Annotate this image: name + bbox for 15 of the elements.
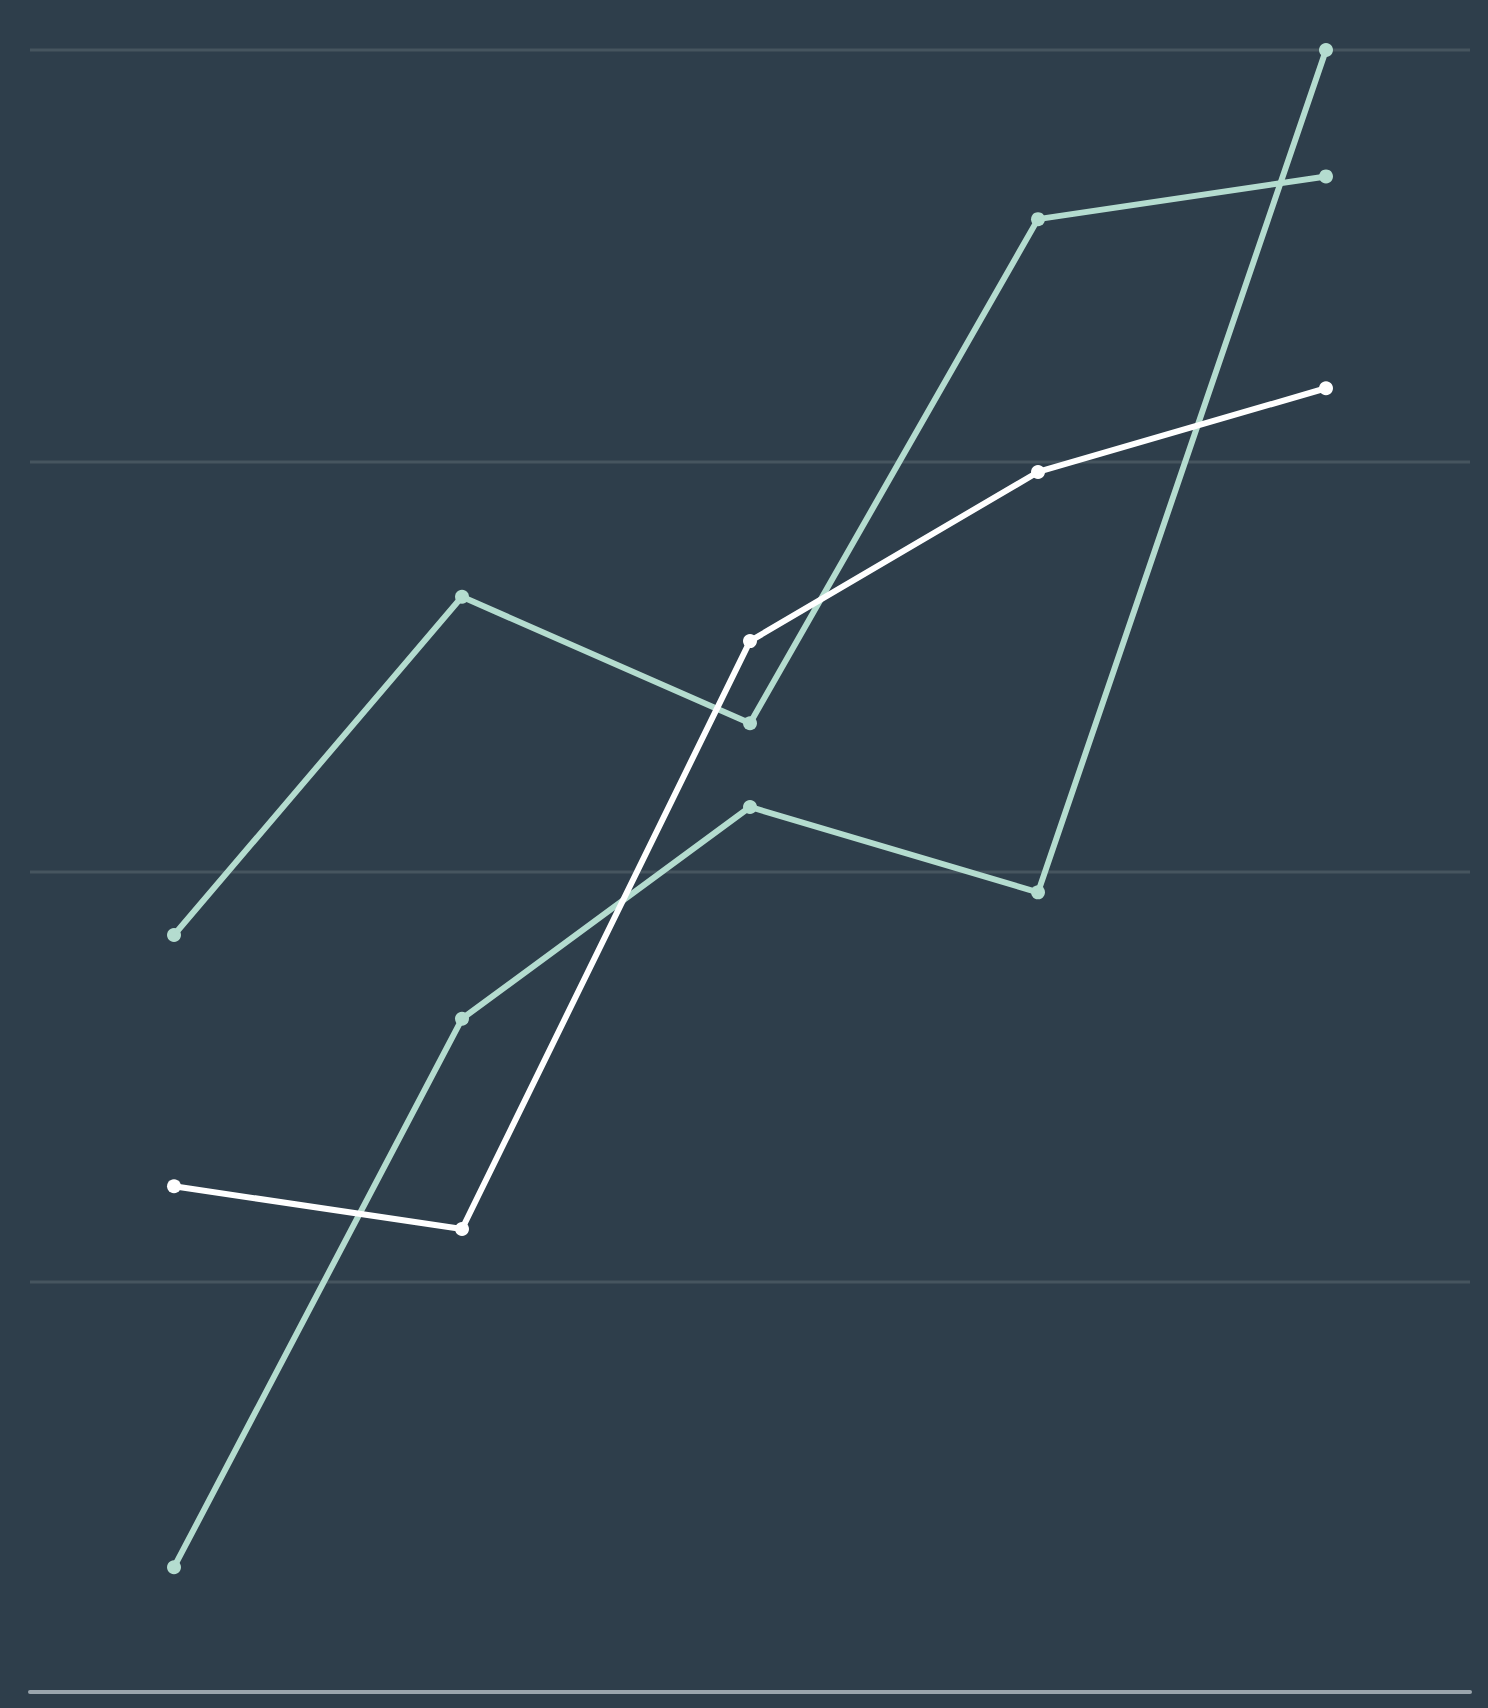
- point: [1319, 381, 1333, 396]
- point: [455, 1221, 469, 1236]
- point: [1031, 885, 1045, 900]
- point: [455, 589, 469, 604]
- point: [1319, 43, 1333, 57]
- point: [743, 799, 757, 814]
- point: [1031, 465, 1045, 479]
- point: [455, 1011, 469, 1026]
- point: [743, 716, 757, 731]
- point: [1031, 212, 1045, 227]
- point: [167, 1179, 181, 1194]
- point: [167, 928, 181, 943]
- point: [743, 634, 757, 649]
- point: [167, 1560, 181, 1575]
- point: [1319, 169, 1333, 184]
